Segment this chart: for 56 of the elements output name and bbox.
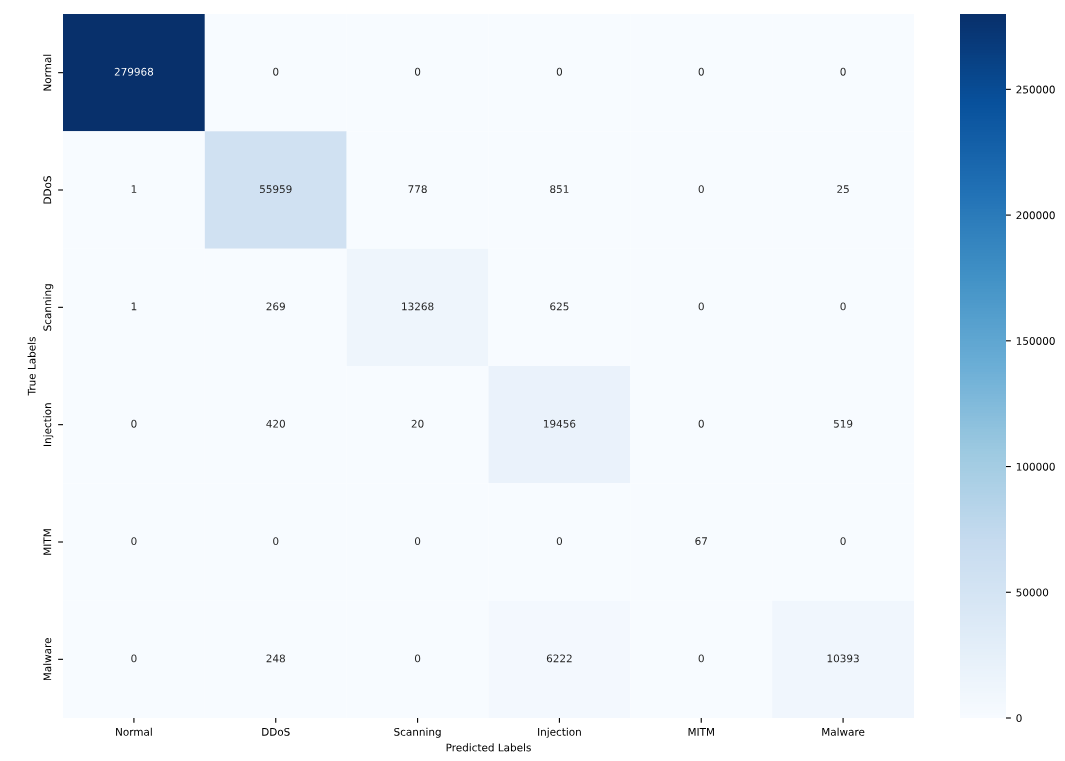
x-axis-title: Predicted Labels <box>446 743 531 752</box>
data-label: 625 <box>550 302 569 311</box>
y-tick-label: Normal <box>43 54 52 91</box>
data-label: 25 <box>837 185 849 194</box>
color-bar-label: 50000 <box>1016 588 1049 597</box>
data-label: 0 <box>131 419 137 428</box>
data-label: 519 <box>833 419 853 428</box>
color-bar-label: 250000 <box>1016 85 1055 94</box>
data-label: 778 <box>408 185 427 194</box>
x-tick-label: Malware <box>822 727 865 736</box>
data-label: 0 <box>414 537 421 546</box>
y-tick-label: Malware <box>43 638 52 681</box>
data-label: 6222 <box>546 654 572 663</box>
data-label: 0 <box>840 67 846 76</box>
data-label: 0 <box>698 419 704 428</box>
x-tick-label: DDoS <box>262 727 290 736</box>
color-bar-label: 0 <box>1016 714 1022 723</box>
data-label: 0 <box>556 67 563 76</box>
data-label: 279968 <box>114 67 154 76</box>
data-label: 0 <box>131 537 137 546</box>
data-label: 0 <box>840 302 846 311</box>
data-label: 0 <box>840 537 846 546</box>
color-bar-label: 200000 <box>1016 211 1055 220</box>
y-tick-label: Injection <box>43 403 54 446</box>
data-label: 55959 <box>259 185 292 194</box>
data-label: 0 <box>698 654 704 663</box>
data-label: 13268 <box>402 302 434 311</box>
data-label: 1 <box>131 185 137 193</box>
data-label: 10393 <box>827 654 859 663</box>
y-axis-title: True Labels <box>27 337 36 396</box>
data-label: 1 <box>131 302 137 311</box>
x-tick-label: MITM <box>688 728 714 736</box>
x-tick-label: Scanning <box>394 727 441 738</box>
data-label: 0 <box>698 67 704 76</box>
y-tick-label: Scanning <box>43 284 54 331</box>
data-label: 0 <box>414 654 421 663</box>
data-label: 67 <box>695 537 707 546</box>
data-label: 851 <box>550 185 569 194</box>
y-tick-label: MITM <box>43 529 52 555</box>
data-label: 0 <box>414 67 421 76</box>
color-bar-label: 150000 <box>1016 337 1055 345</box>
x-tick-label: Normal <box>116 727 152 736</box>
data-label: 0 <box>698 302 704 311</box>
data-label: 0 <box>698 185 704 194</box>
data-label: 0 <box>556 537 563 546</box>
data-label: 248 <box>266 654 285 663</box>
data-label: 0 <box>273 537 279 546</box>
data-label: 420 <box>266 419 285 428</box>
x-tick-label: Injection <box>538 727 581 738</box>
data-label: 0 <box>131 654 137 663</box>
data-label: 19456 <box>543 419 576 428</box>
color-bar-label: 100000 <box>1016 462 1055 471</box>
y-tick-label: DDoS <box>43 176 52 204</box>
data-label: 269 <box>266 302 285 311</box>
data-label: 20 <box>411 419 424 428</box>
data-label: 0 <box>273 67 279 76</box>
